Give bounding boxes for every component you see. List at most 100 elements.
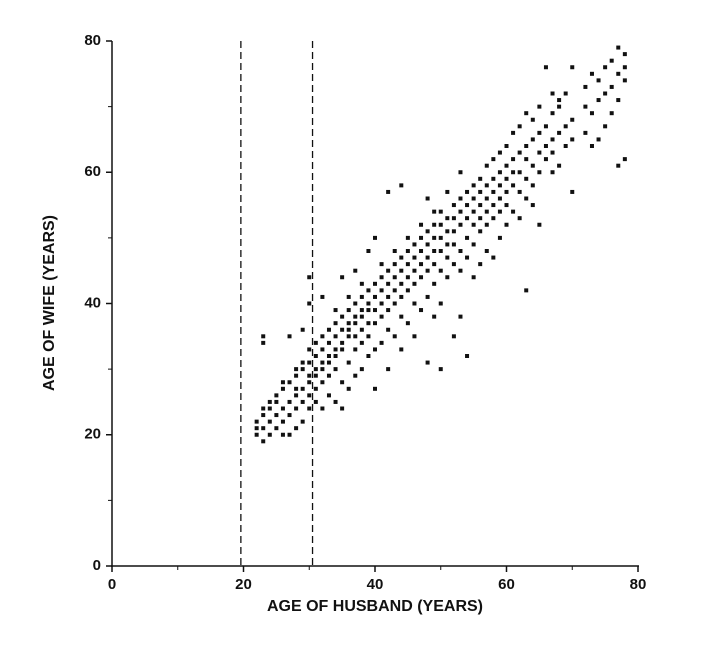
point: [307, 301, 312, 306]
point: [419, 275, 424, 280]
point: [432, 235, 437, 240]
point: [300, 399, 305, 404]
point: [307, 373, 312, 378]
point: [458, 249, 463, 253]
point: [267, 399, 272, 404]
point: [405, 288, 410, 293]
point: [392, 334, 397, 339]
point: [497, 235, 502, 240]
point: [445, 216, 450, 221]
point: [405, 249, 410, 253]
point: [471, 183, 476, 188]
point: [346, 308, 351, 313]
point: [261, 406, 266, 411]
point: [359, 367, 364, 372]
point: [445, 189, 450, 194]
point: [405, 275, 410, 280]
point: [537, 104, 542, 109]
point: [603, 91, 608, 96]
point: [313, 373, 318, 378]
point: [261, 413, 266, 418]
point: [438, 268, 443, 273]
point: [432, 222, 437, 227]
point: [261, 426, 266, 431]
point: [504, 163, 509, 168]
point: [596, 98, 601, 103]
point: [550, 150, 555, 155]
point: [346, 327, 351, 332]
point: [425, 196, 430, 201]
point: [419, 222, 424, 227]
point: [484, 249, 489, 253]
point: [589, 71, 594, 76]
point: [379, 288, 384, 293]
point: [419, 308, 424, 313]
point: [353, 268, 358, 273]
point: [353, 334, 358, 339]
point: [366, 334, 371, 339]
point: [425, 242, 430, 247]
point: [405, 235, 410, 240]
point: [353, 321, 358, 326]
point: [530, 117, 535, 122]
point: [530, 137, 535, 142]
point: [307, 360, 312, 365]
point: [524, 111, 529, 116]
point: [438, 301, 443, 306]
point: [333, 347, 338, 352]
point: [504, 203, 509, 208]
point: [557, 104, 562, 109]
point: [570, 189, 575, 194]
point: [326, 327, 331, 332]
point: [353, 373, 358, 378]
point: [386, 327, 391, 332]
point: [438, 222, 443, 227]
x-tick-label: 40: [367, 576, 384, 593]
point: [491, 255, 496, 260]
point: [392, 275, 397, 280]
point: [313, 354, 318, 358]
point: [326, 373, 331, 378]
point: [379, 314, 384, 319]
point: [359, 314, 364, 319]
point: [405, 262, 410, 267]
point: [471, 196, 476, 201]
point: [511, 157, 516, 162]
point: [478, 262, 483, 267]
point: [373, 294, 377, 299]
point: [333, 399, 338, 404]
point: [419, 235, 424, 240]
point: [353, 314, 358, 319]
point: [261, 340, 266, 345]
point: [432, 249, 437, 253]
point: [583, 84, 588, 89]
point: [504, 222, 509, 227]
point: [622, 78, 627, 83]
point: [471, 275, 476, 280]
point: [524, 144, 529, 148]
point: [432, 262, 437, 267]
point: [359, 294, 364, 299]
point: [425, 294, 430, 299]
point: [511, 183, 516, 188]
point: [280, 406, 285, 411]
point: [504, 176, 509, 181]
point: [346, 321, 351, 326]
point: [340, 347, 345, 352]
point: [438, 209, 443, 214]
point: [307, 275, 312, 280]
point: [254, 419, 259, 424]
point: [570, 117, 575, 122]
point: [392, 262, 397, 267]
point: [445, 275, 450, 280]
point: [412, 281, 417, 286]
point: [570, 65, 575, 70]
point: [550, 111, 555, 116]
point: [320, 360, 325, 365]
point: [392, 249, 397, 253]
point: [622, 65, 627, 70]
point: [379, 275, 384, 280]
point: [616, 163, 621, 168]
point: [412, 334, 417, 339]
